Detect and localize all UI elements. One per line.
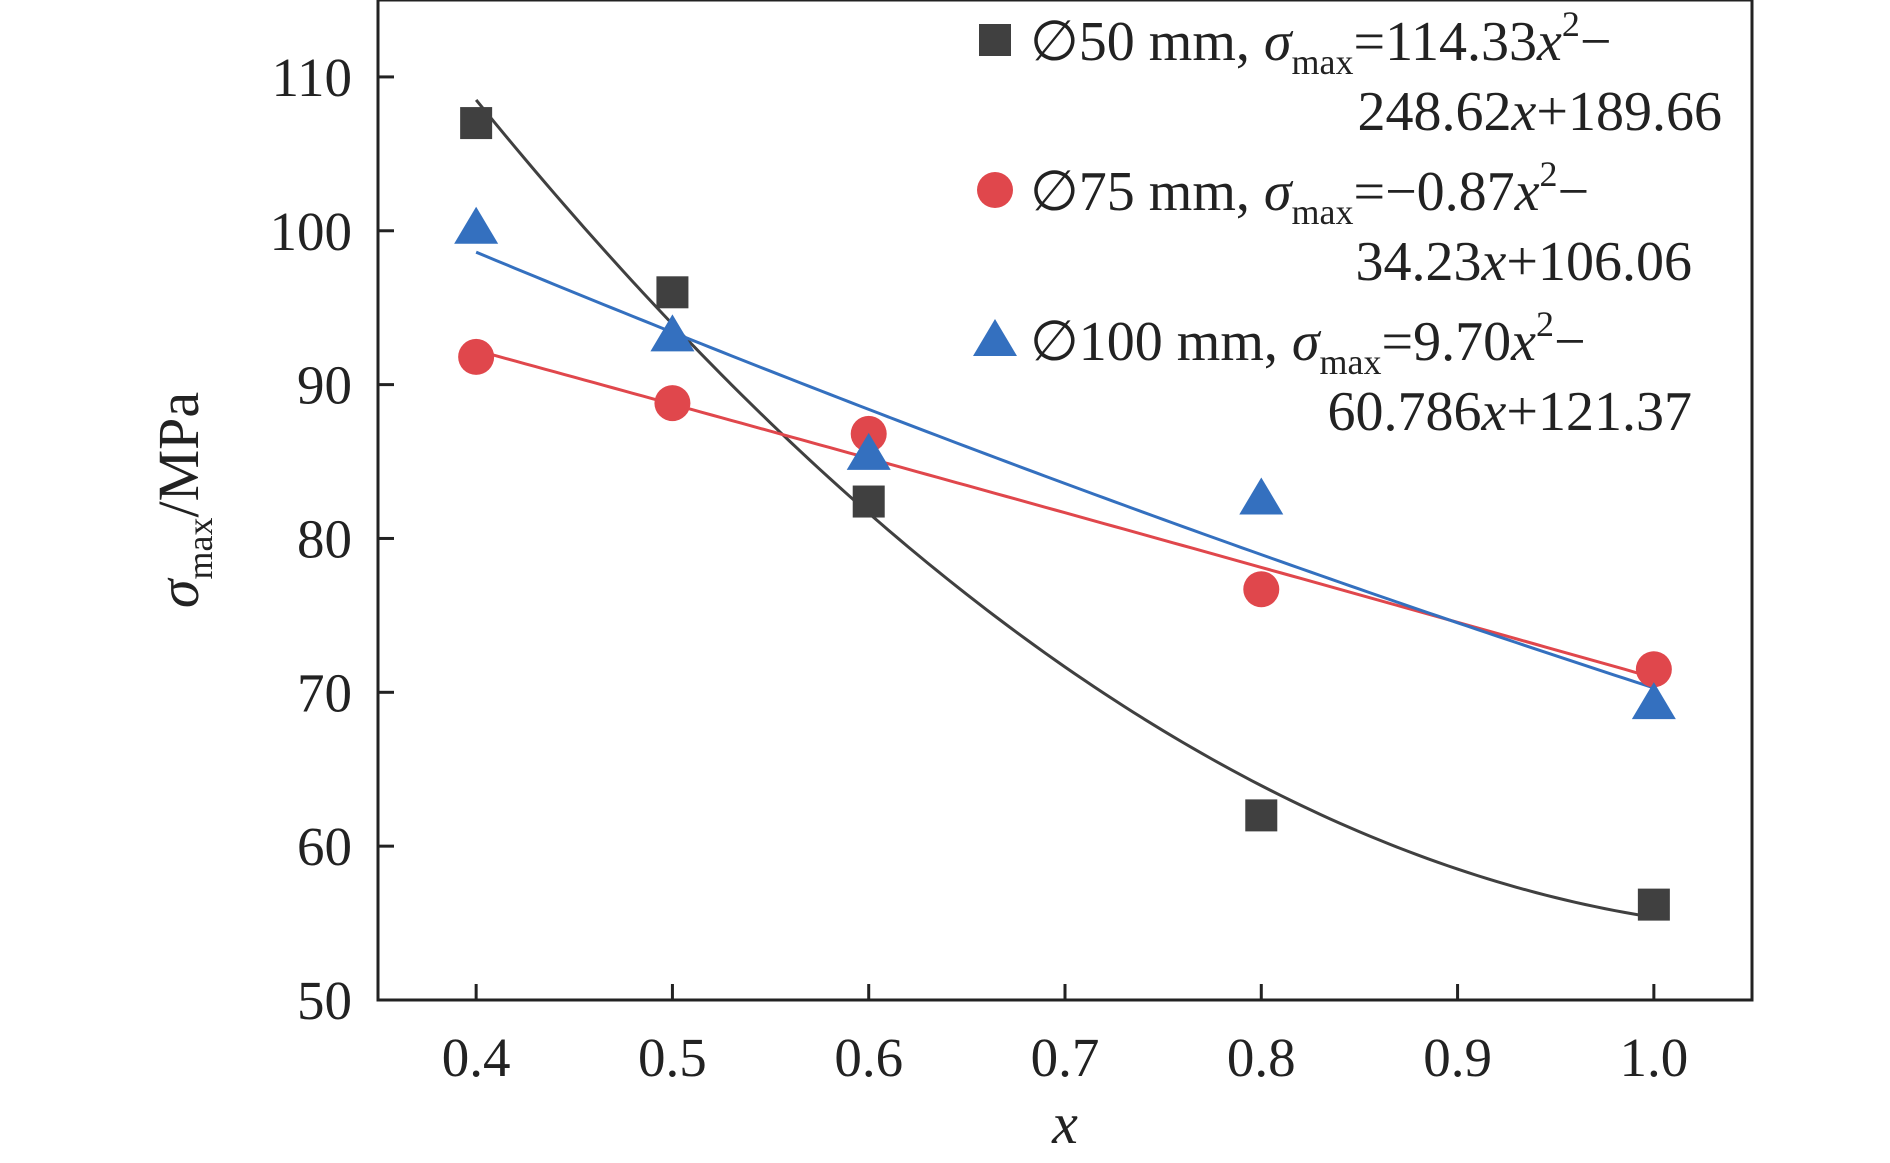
x-tick-label: 0.5 [638,1027,707,1088]
y-axis-title: σmax/MPa [146,392,220,608]
data-point [1239,477,1284,515]
x-axis-title: x [1051,1091,1078,1156]
data-point [454,206,499,244]
data-point [458,338,495,375]
legend-label: ∅50 mm, σmax=114.33x2− [1030,4,1611,82]
x-tick-label: 0.4 [442,1027,511,1088]
legend-label: ∅100 mm, σmax=9.70x2− [1030,304,1586,382]
data-point [1245,799,1278,832]
data-point [460,107,493,140]
legend-symbol [979,24,1011,56]
data-point [852,485,885,518]
x-tick-label: 1.0 [1619,1027,1688,1088]
data-point [654,385,691,422]
x-tick-label: 0.6 [834,1027,903,1088]
legend-label-continued: 248.62x+189.66 [1358,81,1722,143]
data-point [846,432,891,470]
data-point [650,314,695,352]
y-tick-label: 90 [297,355,352,416]
x-tick-label: 0.8 [1227,1027,1296,1088]
y-tick-label: 70 [297,662,352,723]
y-tick-label: 110 [272,47,352,108]
data-point [1631,682,1676,720]
legend-label-continued: 34.23x+106.06 [1356,231,1692,293]
data-point [1243,571,1280,608]
legend-label-continued: 60.786x+121.37 [1328,381,1692,443]
data-point [656,276,689,309]
x-tick-label: 0.9 [1423,1027,1492,1088]
legend: ∅50 mm, σmax=114.33x2−248.62x+189.66 ∅75 … [973,4,1722,443]
data-point [1637,888,1670,921]
y-tick-label: 50 [297,970,352,1031]
x-tick-label: 0.7 [1031,1027,1100,1088]
y-axis: 50 60 70 80 90 100 110 [270,47,394,1031]
data-point [1635,651,1672,688]
legend-symbol [973,319,1017,356]
x-axis: 0.4 0.5 0.6 0.7 0.8 0.9 1.0 [442,984,1688,1088]
plot-frame [376,0,1754,1002]
y-tick-label: 80 [297,508,352,569]
legend-symbol [977,172,1013,208]
legend-label: ∅75 mm, σmax=−0.87x2− [1030,154,1589,232]
y-tick-label: 60 [297,816,352,877]
y-tick-label: 100 [270,201,353,262]
data-markers [454,107,1676,921]
